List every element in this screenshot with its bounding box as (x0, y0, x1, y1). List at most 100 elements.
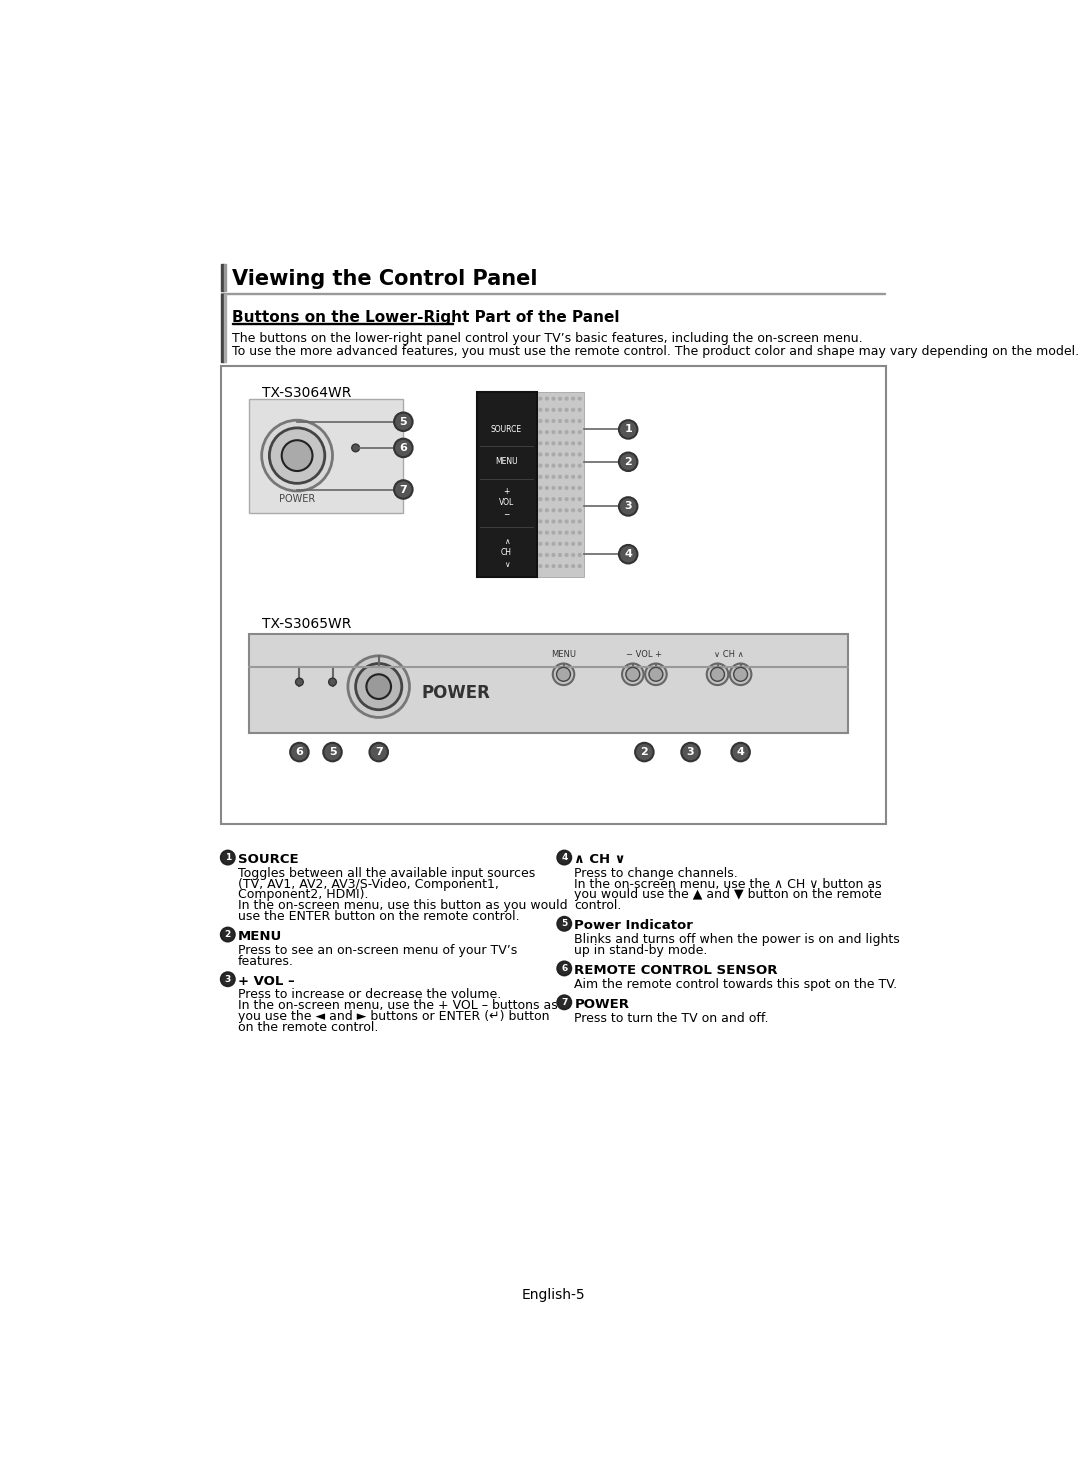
Circle shape (557, 961, 571, 976)
Circle shape (558, 398, 562, 399)
Text: ∧: ∧ (503, 537, 510, 545)
Circle shape (649, 668, 663, 681)
Text: REMOTE CONTROL SENSOR: REMOTE CONTROL SENSOR (575, 964, 778, 977)
Circle shape (348, 656, 409, 718)
Text: Component2, HDMI).: Component2, HDMI). (238, 889, 368, 902)
Circle shape (558, 453, 562, 455)
Circle shape (545, 442, 549, 445)
Circle shape (571, 420, 575, 423)
Circle shape (571, 542, 575, 545)
Circle shape (619, 453, 637, 472)
Circle shape (552, 464, 555, 467)
Circle shape (220, 973, 234, 986)
Circle shape (571, 398, 575, 399)
Text: MENU: MENU (551, 650, 576, 659)
Bar (224, 264, 226, 290)
Text: 4: 4 (624, 550, 632, 559)
Text: TX-S3064WR: TX-S3064WR (262, 386, 352, 401)
Circle shape (565, 498, 568, 501)
Circle shape (552, 565, 555, 567)
Text: In the on-screen menu, use this button as you would: In the on-screen menu, use this button a… (238, 899, 567, 912)
Circle shape (565, 531, 568, 534)
Circle shape (545, 430, 549, 433)
Circle shape (545, 531, 549, 534)
Circle shape (545, 408, 549, 411)
Circle shape (539, 554, 542, 556)
Circle shape (539, 509, 542, 511)
Circle shape (558, 542, 562, 545)
Circle shape (545, 509, 549, 511)
Text: 4: 4 (737, 747, 744, 758)
Circle shape (261, 420, 333, 491)
Circle shape (558, 430, 562, 433)
Text: use the ENTER button on the remote control.: use the ENTER button on the remote contr… (238, 909, 519, 923)
Text: Power Indicator: Power Indicator (575, 920, 693, 932)
Circle shape (578, 565, 581, 567)
Circle shape (565, 565, 568, 567)
Circle shape (545, 542, 549, 545)
Circle shape (571, 554, 575, 556)
Circle shape (578, 531, 581, 534)
Circle shape (578, 554, 581, 556)
Circle shape (539, 398, 542, 399)
Text: POWER: POWER (279, 494, 315, 504)
Text: Toggles between all the available input sources: Toggles between all the available input … (238, 867, 535, 880)
Circle shape (539, 565, 542, 567)
Circle shape (558, 442, 562, 445)
Circle shape (565, 509, 568, 511)
Circle shape (565, 542, 568, 545)
Circle shape (296, 678, 303, 685)
Circle shape (578, 464, 581, 467)
Circle shape (558, 520, 562, 523)
Circle shape (578, 486, 581, 489)
Circle shape (552, 453, 555, 455)
Circle shape (557, 995, 571, 1010)
Circle shape (571, 531, 575, 534)
Text: 7: 7 (562, 998, 567, 1007)
Circle shape (578, 542, 581, 545)
Circle shape (552, 408, 555, 411)
Text: 6: 6 (400, 442, 407, 453)
Text: 6: 6 (562, 964, 567, 973)
Circle shape (558, 420, 562, 423)
Circle shape (571, 464, 575, 467)
Circle shape (539, 486, 542, 489)
Circle shape (552, 442, 555, 445)
Circle shape (220, 927, 234, 942)
Circle shape (733, 668, 747, 681)
Text: features.: features. (238, 955, 294, 967)
Circle shape (323, 743, 341, 761)
Circle shape (578, 408, 581, 411)
Circle shape (539, 498, 542, 501)
Circle shape (565, 520, 568, 523)
Text: MENU: MENU (238, 930, 282, 943)
Text: In the on-screen menu, use the ∧ CH ∨ button as: In the on-screen menu, use the ∧ CH ∨ bu… (575, 877, 882, 890)
Circle shape (539, 542, 542, 545)
Circle shape (552, 430, 555, 433)
Text: 3: 3 (225, 974, 231, 983)
Circle shape (552, 486, 555, 489)
Text: 2: 2 (640, 747, 648, 758)
Circle shape (539, 476, 542, 478)
Circle shape (553, 663, 575, 685)
Circle shape (571, 408, 575, 411)
Circle shape (269, 427, 325, 483)
Circle shape (552, 531, 555, 534)
Bar (220, 293, 224, 361)
Circle shape (565, 464, 568, 467)
Text: on the remote control.: on the remote control. (238, 1021, 378, 1033)
Circle shape (558, 554, 562, 556)
Circle shape (545, 554, 549, 556)
Circle shape (366, 674, 391, 699)
Circle shape (619, 420, 637, 439)
Circle shape (711, 668, 725, 681)
Circle shape (565, 486, 568, 489)
Circle shape (539, 408, 542, 411)
Text: ∨: ∨ (503, 560, 510, 569)
Circle shape (220, 850, 234, 864)
Circle shape (578, 442, 581, 445)
Text: −: − (503, 510, 510, 519)
Circle shape (681, 743, 700, 761)
Circle shape (565, 476, 568, 478)
Circle shape (578, 398, 581, 399)
